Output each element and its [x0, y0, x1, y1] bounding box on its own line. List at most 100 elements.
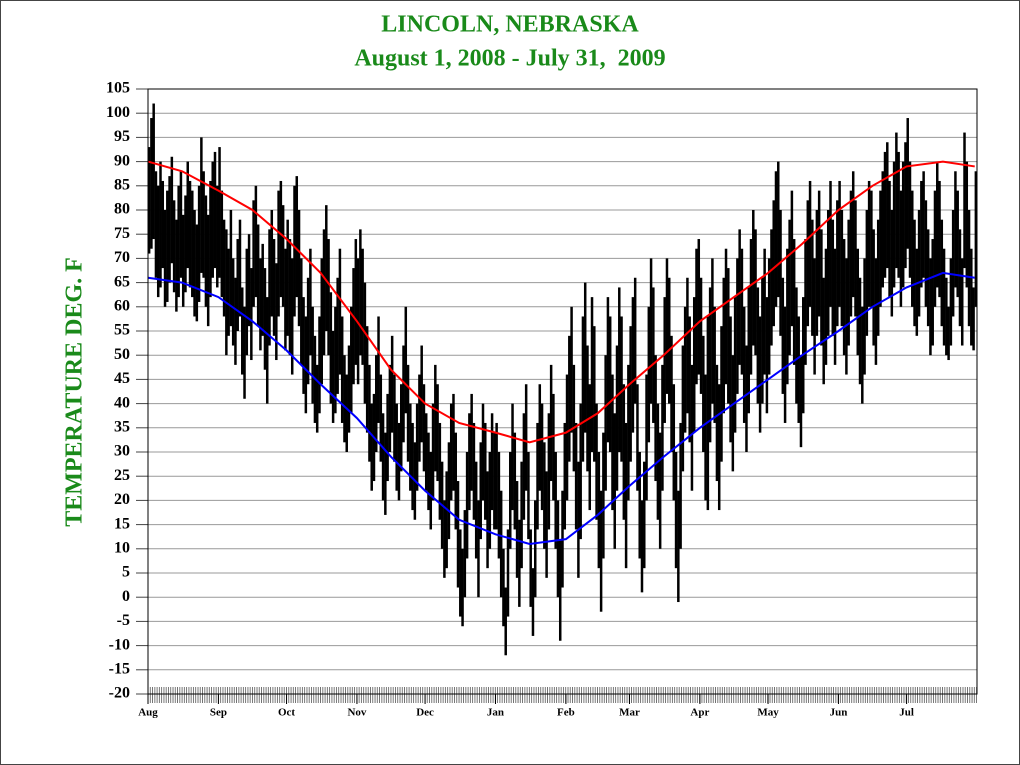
daily-range-bar	[497, 452, 501, 559]
daily-range-bar	[876, 219, 880, 336]
y-tick-label: -10	[109, 636, 130, 653]
daily-range-bar	[154, 171, 158, 278]
daily-range-bar	[593, 326, 596, 462]
daily-range-bar	[840, 210, 844, 327]
daily-range-bar	[172, 200, 176, 293]
daily-range-bar	[331, 331, 335, 423]
daily-range-bar	[647, 306, 651, 443]
daily-range-bar	[838, 180, 841, 307]
daily-range-bar	[972, 287, 975, 351]
daily-range-bar	[960, 258, 964, 346]
daily-range-bar	[279, 180, 283, 298]
daily-range-bar	[820, 229, 823, 346]
daily-range-bar	[931, 239, 934, 346]
daily-range-bar	[415, 403, 419, 491]
daily-range-bar	[493, 432, 496, 530]
daily-range-bar	[465, 452, 469, 559]
daily-range-bar	[445, 471, 448, 569]
daily-range-bar	[917, 210, 921, 317]
daily-range-bar	[386, 393, 389, 482]
daily-range-bar	[672, 384, 676, 501]
daily-range-bar	[420, 345, 423, 443]
daily-range-bar	[463, 510, 467, 598]
daily-range-bar	[722, 277, 726, 414]
daily-range-bar	[763, 248, 766, 375]
daily-range-bar	[427, 432, 430, 511]
daily-range-bar	[259, 258, 262, 351]
daily-range-bar	[797, 316, 800, 423]
daily-range-bar	[574, 422, 578, 530]
daily-range-bar	[901, 161, 905, 288]
daily-range-bar	[890, 210, 894, 317]
daily-range-bar	[786, 248, 789, 385]
daily-range-bar	[456, 481, 460, 588]
daily-range-bar	[863, 258, 866, 375]
daily-range-bar	[256, 224, 260, 327]
daily-range-bar	[429, 452, 433, 530]
daily-range-bar	[277, 190, 280, 317]
daily-range-bar	[290, 258, 294, 375]
daily-range-bar	[799, 355, 803, 448]
daily-range-bar	[436, 384, 439, 482]
daily-range-bar	[513, 432, 517, 530]
daily-range-bar	[958, 229, 962, 327]
daily-range-bar	[200, 137, 203, 273]
daily-range-bar	[586, 345, 589, 472]
daily-range-bar	[209, 180, 212, 298]
daily-range-bar	[604, 355, 607, 491]
daily-range-bar	[822, 277, 825, 385]
daily-range-bar	[252, 200, 255, 307]
daily-range-bar	[731, 355, 735, 472]
y-tick-label: 55	[114, 322, 130, 339]
daily-range-bar	[774, 171, 778, 307]
daily-range-bar	[434, 364, 437, 472]
daily-range-bar	[608, 316, 612, 452]
daily-range-bar	[334, 306, 337, 414]
daily-range-bar	[409, 403, 412, 491]
daily-range-bar	[892, 161, 896, 288]
daily-range-bar	[438, 422, 442, 520]
y-axis-label: TEMPERATURE DEG. F	[62, 257, 88, 527]
daily-range-bar	[665, 258, 669, 394]
daily-range-bar	[522, 413, 526, 520]
daily-range-bar	[411, 422, 414, 511]
daily-range-bar	[352, 268, 355, 385]
daily-range-bar	[486, 471, 489, 569]
daily-range-bar	[295, 176, 299, 298]
y-tick-label: 45	[114, 370, 130, 387]
daily-range-bar	[670, 335, 673, 452]
daily-range-bar	[216, 185, 219, 288]
daily-range-bar	[343, 355, 346, 443]
x-tick-label: Jan	[487, 707, 504, 719]
daily-range-bar	[692, 297, 696, 433]
daily-range-bar	[618, 287, 621, 452]
daily-range-bar	[204, 195, 208, 307]
daily-range-bar	[163, 210, 167, 307]
daily-range-bar	[965, 161, 969, 288]
daily-range-bar	[572, 364, 576, 472]
daily-range-bar	[583, 282, 587, 433]
daily-range-bar	[297, 210, 301, 327]
daily-range-bar	[156, 185, 160, 298]
daily-range-bar	[263, 268, 267, 370]
daily-range-bar	[227, 248, 230, 336]
daily-range-bar	[808, 180, 812, 307]
daily-range-bar	[811, 219, 814, 336]
daily-range-bar	[336, 277, 339, 394]
daily-range-bar	[286, 219, 289, 336]
daily-range-bar	[790, 190, 794, 327]
daily-range-bar	[186, 161, 189, 269]
daily-range-bar	[933, 190, 937, 307]
daily-range-bar	[325, 205, 328, 331]
daily-range-bar	[399, 384, 403, 472]
daily-range-bar	[602, 432, 605, 559]
y-tick-label: 0	[122, 588, 130, 605]
daily-range-bar	[329, 292, 333, 404]
daily-range-bar	[213, 151, 217, 269]
x-tick-label: May	[757, 707, 779, 719]
daily-range-bar	[261, 243, 264, 336]
daily-range-bar	[225, 229, 228, 356]
daily-range-bar	[929, 258, 932, 356]
daily-range-bar	[250, 268, 253, 361]
